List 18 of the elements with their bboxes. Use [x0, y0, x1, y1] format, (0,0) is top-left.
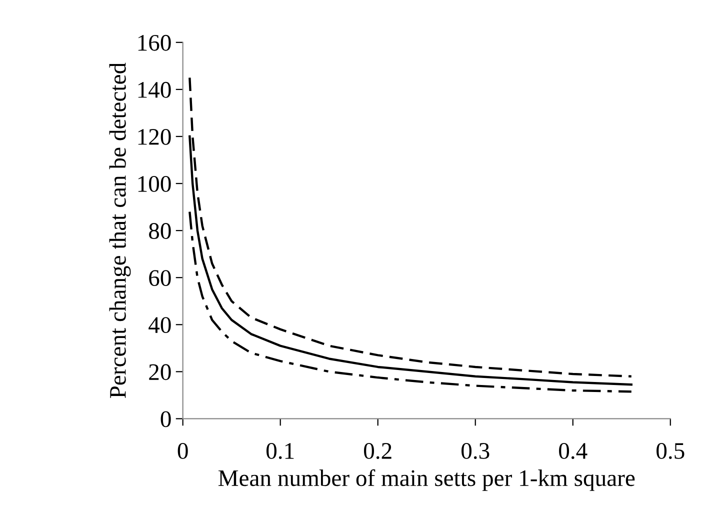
x-tick-label: 0.3: [462, 442, 490, 460]
y-tick-label: 160: [138, 34, 171, 51]
x-axis-title: Mean number of main setts per 1-km square: [218, 469, 635, 491]
y-tick-label: 0: [160, 411, 171, 428]
y-tick-label: 80: [149, 223, 171, 239]
y-tick-label: 120: [138, 128, 171, 145]
x-tick-label: 0: [178, 442, 188, 459]
y-axis-title: Percent change that can be detected: [109, 62, 131, 398]
x-tick-label: 0.4: [559, 442, 588, 460]
y-tick-label: 20: [149, 364, 171, 380]
x-tick-label: 0.2: [364, 442, 392, 460]
x-tick-label: 0.1: [266, 442, 294, 460]
y-tick-label: 40: [148, 317, 171, 334]
y-tick-label: 100: [138, 176, 171, 192]
x-tick-label: 0.5: [656, 442, 684, 460]
y-tick-label: 60: [149, 270, 171, 286]
line-series: [188, 210, 632, 393]
y-tick-label: 140: [138, 82, 171, 98]
